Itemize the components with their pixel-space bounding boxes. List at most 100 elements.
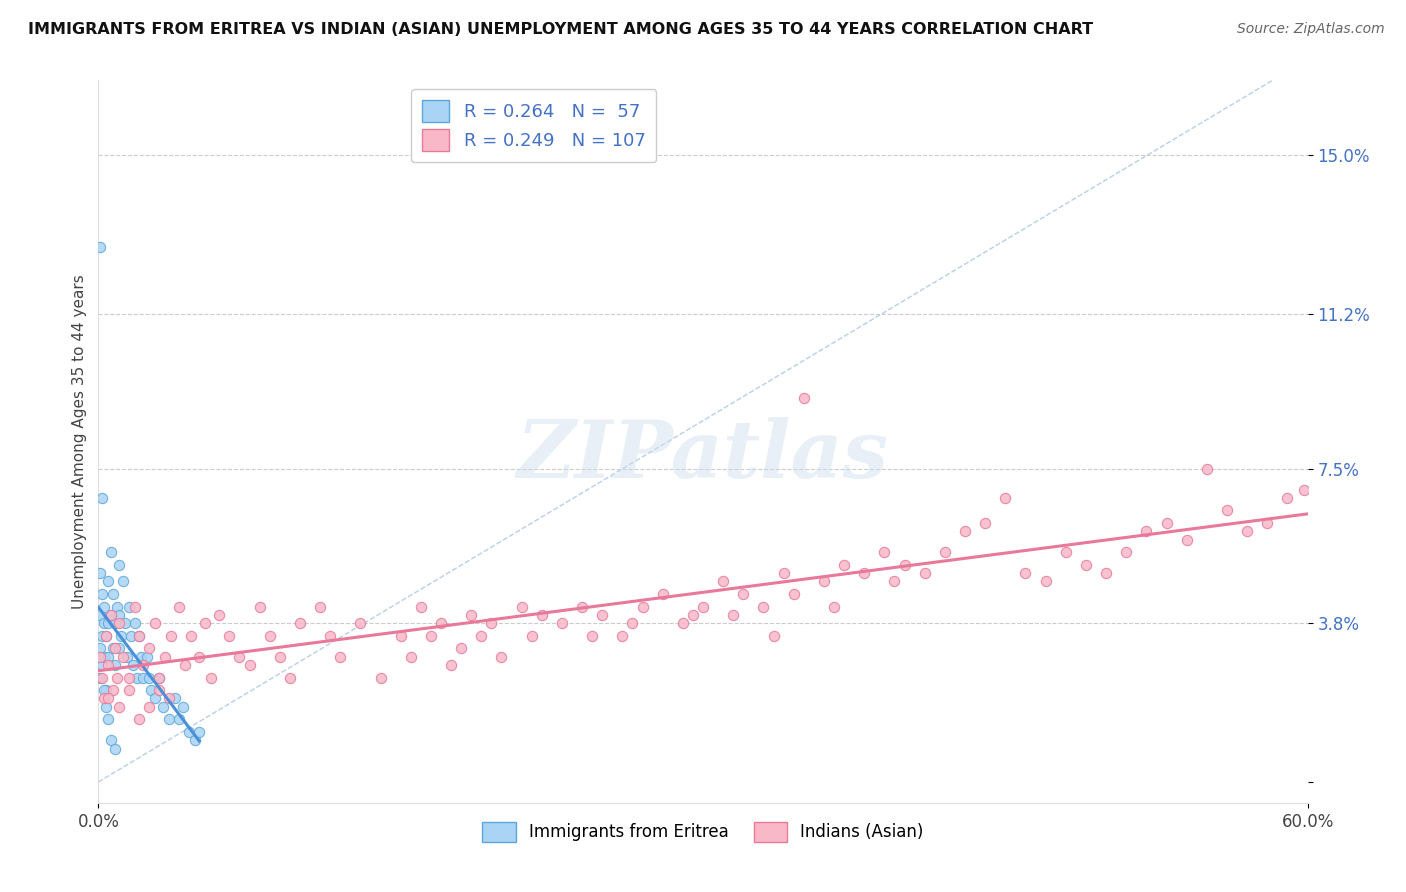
Point [823, 599, 845, 614]
Point [1054, 545, 1077, 559]
Point [89, 240, 111, 254]
Point [157, 691, 180, 706]
Point [711, 574, 734, 589]
Point [167, 599, 190, 614]
Point [184, 733, 207, 747]
Point [91, 491, 114, 505]
Point [194, 616, 217, 631]
Point [571, 599, 593, 614]
Point [101, 587, 124, 601]
Point [138, 699, 160, 714]
Point [115, 649, 138, 664]
Point [319, 629, 342, 643]
Point [91, 587, 114, 601]
Point [883, 574, 905, 589]
Point [89, 671, 111, 685]
Point [440, 657, 463, 672]
Point [111, 649, 134, 664]
Point [132, 657, 155, 672]
Point [107, 616, 129, 631]
Point [672, 616, 695, 631]
Point [167, 712, 190, 726]
Point [96, 629, 118, 643]
Point [1156, 516, 1178, 530]
Point [510, 599, 533, 614]
Point [91, 629, 114, 643]
Point [107, 641, 129, 656]
Point [873, 545, 896, 559]
Point [114, 616, 136, 631]
Point [97, 574, 120, 589]
Point [793, 391, 815, 405]
Point [97, 649, 120, 664]
Point [124, 599, 146, 614]
Point [621, 616, 644, 631]
Point [143, 616, 166, 631]
Point [218, 629, 240, 643]
Point [89, 649, 111, 664]
Point [772, 566, 794, 580]
Point [93, 691, 115, 706]
Point [100, 607, 122, 622]
Point [914, 566, 936, 580]
Point [103, 616, 125, 631]
Point [370, 671, 392, 685]
Point [105, 599, 128, 614]
Point [135, 649, 157, 664]
Point [994, 491, 1017, 505]
Point [148, 683, 170, 698]
Point [118, 683, 141, 698]
Point [118, 599, 141, 614]
Point [128, 629, 150, 643]
Point [733, 587, 755, 601]
Point [832, 558, 855, 572]
Point [813, 574, 835, 589]
Point [157, 712, 180, 726]
Point [249, 599, 271, 614]
Point [481, 616, 503, 631]
Point [1292, 483, 1315, 497]
Point [682, 607, 704, 622]
Point [450, 641, 472, 656]
Point [110, 629, 132, 643]
Point [101, 683, 124, 698]
Point [100, 545, 122, 559]
Point [101, 641, 124, 656]
Point [581, 629, 603, 643]
Point [269, 649, 291, 664]
Point [172, 699, 194, 714]
Point [228, 649, 250, 664]
Point [148, 671, 170, 685]
Point [121, 657, 143, 672]
Point [160, 629, 183, 643]
Point [89, 641, 111, 656]
Point [143, 691, 166, 706]
Point [93, 683, 115, 698]
Point [97, 657, 120, 672]
Point [1277, 491, 1299, 505]
Point [259, 629, 281, 643]
Legend: Immigrants from Eritrea, Indians (Asian): Immigrants from Eritrea, Indians (Asian) [475, 815, 931, 848]
Point [1135, 524, 1157, 539]
Point [934, 545, 956, 559]
Point [132, 671, 155, 685]
Point [612, 629, 634, 643]
Point [93, 649, 115, 664]
Point [591, 607, 613, 622]
Point [96, 699, 118, 714]
Point [163, 691, 186, 706]
Point [651, 587, 673, 601]
Point [188, 724, 211, 739]
Point [152, 699, 174, 714]
Point [420, 629, 443, 643]
Point [752, 599, 775, 614]
Point [409, 599, 432, 614]
Point [96, 683, 118, 698]
Point [93, 599, 115, 614]
Point [460, 607, 482, 622]
Point [153, 649, 176, 664]
Point [103, 741, 125, 756]
Point [239, 657, 262, 672]
Point [91, 657, 114, 672]
Point [96, 629, 118, 643]
